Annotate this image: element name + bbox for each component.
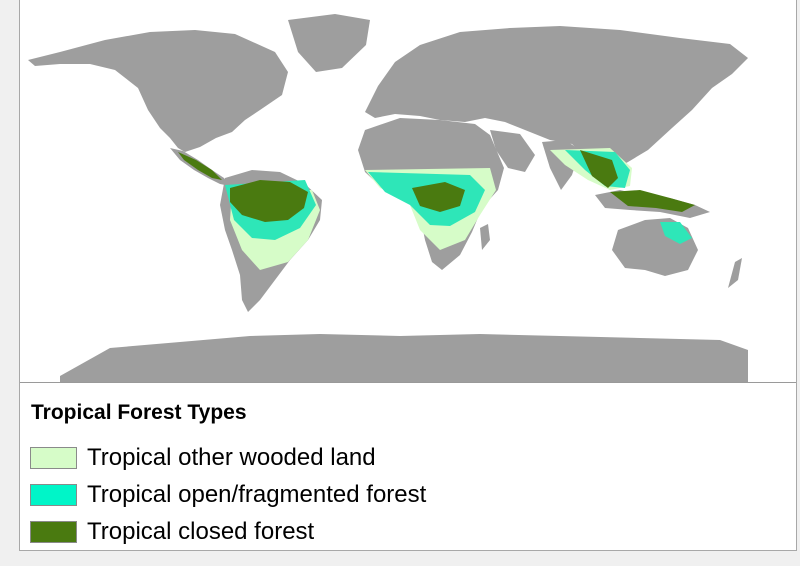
legend-label-closed-forest: Tropical closed forest bbox=[87, 518, 315, 545]
legend-title: Tropical Forest Types bbox=[31, 401, 247, 424]
australia bbox=[612, 218, 698, 276]
map-figure: Tropical Forest Types Tropical other woo… bbox=[19, 0, 797, 551]
eurasia bbox=[365, 26, 748, 172]
antarctica bbox=[60, 334, 748, 382]
closed-forest-southeast-asia bbox=[580, 150, 618, 188]
closed-forest-central-america bbox=[178, 152, 222, 180]
closed-forest-congo bbox=[412, 182, 465, 212]
greenland bbox=[288, 14, 370, 72]
world-map bbox=[20, 0, 796, 383]
open-forest-australia bbox=[660, 222, 692, 244]
arabia bbox=[490, 130, 535, 172]
north-america bbox=[28, 30, 288, 152]
legend-label-open-fragmented-forest: Tropical open/fragmented forest bbox=[87, 481, 427, 508]
legend-swatch-open-fragmented-forest bbox=[30, 484, 77, 506]
new-zealand bbox=[728, 258, 742, 288]
legend: Tropical Forest Types Tropical other woo… bbox=[20, 382, 796, 550]
world-map-svg bbox=[28, 14, 748, 382]
closed-forest-indonesia bbox=[610, 190, 695, 212]
legend-label-other-wooded-land: Tropical other wooded land bbox=[87, 444, 376, 471]
madagascar bbox=[480, 224, 490, 250]
closed-forest-amazon bbox=[230, 180, 308, 222]
legend-swatch-closed-forest bbox=[30, 521, 77, 543]
legend-swatch-other-wooded-land bbox=[30, 447, 77, 469]
forest-layer bbox=[178, 148, 695, 270]
